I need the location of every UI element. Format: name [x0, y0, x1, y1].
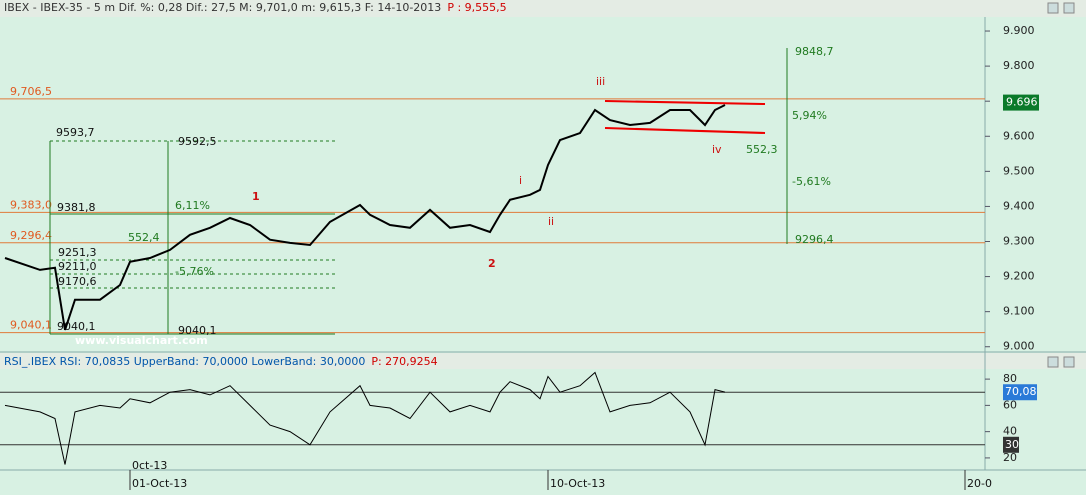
window-button[interactable]: [1063, 2, 1075, 14]
header-bar: [0, 0, 1086, 17]
annotation: 9592,5: [178, 135, 217, 148]
panel-subtitle: P: 270,9254: [371, 355, 437, 368]
wave-label: iv: [712, 143, 722, 156]
window-button[interactable]: [1047, 2, 1059, 14]
panel-subtitle: P : 9,555,5: [447, 1, 506, 14]
band-badge: [1003, 384, 1037, 401]
annotation: 9170,6: [58, 275, 97, 288]
y-tick-label: 9.600: [1003, 129, 1035, 142]
y-tick-label: 9.100: [1003, 305, 1035, 318]
y-tick-label: 60: [1003, 398, 1017, 411]
wave-label: i: [519, 174, 522, 187]
annotation: 9040,1: [178, 324, 217, 337]
annotation: -5,76%: [175, 265, 214, 278]
band-badge: [1003, 436, 1019, 453]
channel-line: [604, 100, 766, 105]
channel-line: [604, 127, 766, 134]
x-sublabel: 0ct-13: [132, 459, 167, 472]
annotation: 5,94%: [792, 109, 827, 122]
x-tick-label: 10-Oct-13: [550, 477, 605, 490]
annotation: 552,3: [746, 143, 778, 156]
y-tick-label: 9.000: [1003, 340, 1035, 353]
y-tick-label: 9.300: [1003, 235, 1035, 248]
band-badge-label: 70,08: [1005, 385, 1037, 398]
annotation: 9593,7: [56, 126, 95, 139]
x-tick-label: 01-Oct-13: [132, 477, 187, 490]
y-tick-label: 9.200: [1003, 270, 1035, 283]
rsi-header-bar: [0, 353, 1086, 369]
annotation: 9381,8: [57, 201, 96, 214]
annotation: -5,61%: [792, 175, 831, 188]
wave-label: 1: [252, 190, 260, 203]
last-price-label: 9.696: [1006, 96, 1038, 109]
wave-label: ii: [548, 215, 554, 228]
annotation: 9251,3: [58, 246, 97, 259]
y-tick-label: 9.400: [1003, 199, 1035, 212]
panel-title: IBEX - IBEX-35 - 5 m Dif. %: 0,28 Dif.: …: [4, 1, 441, 14]
level-label: 9,296,4: [10, 229, 52, 242]
window-button[interactable]: [1063, 356, 1075, 368]
y-tick-label: 80: [1003, 372, 1017, 385]
y-tick-label: 20: [1003, 451, 1017, 464]
series-line: [4, 104, 726, 331]
y-tick-label: 9.900: [1003, 24, 1035, 37]
y-tick-label: 9.800: [1003, 59, 1035, 72]
annotation: 6,11%: [175, 199, 210, 212]
series-line: [4, 371, 726, 465]
x-tick-label: 20-0: [967, 477, 992, 490]
level-label: 9,383,0: [10, 198, 52, 211]
window-button[interactable]: [1047, 356, 1059, 368]
wave-label: 2: [488, 257, 496, 270]
y-tick-label: 40: [1003, 425, 1017, 438]
annotation: 9211,0: [58, 260, 97, 273]
watermark: www.visualchart.com: [75, 334, 208, 347]
band-badge-label: 30: [1005, 438, 1019, 451]
panel-title: RSI_.IBEX RSI: 70,0835 UpperBand: 70,000…: [4, 355, 365, 368]
last-price-badge: [1003, 94, 1039, 111]
annotation: 9296,4: [795, 233, 834, 246]
level-label: 9,040,1: [10, 319, 52, 332]
y-tick-label: 9.500: [1003, 164, 1035, 177]
wave-label: iii: [596, 75, 605, 88]
level-label: 9,706,5: [10, 85, 52, 98]
annotation: 552,4: [128, 231, 160, 244]
annotation: 9848,7: [795, 45, 834, 58]
